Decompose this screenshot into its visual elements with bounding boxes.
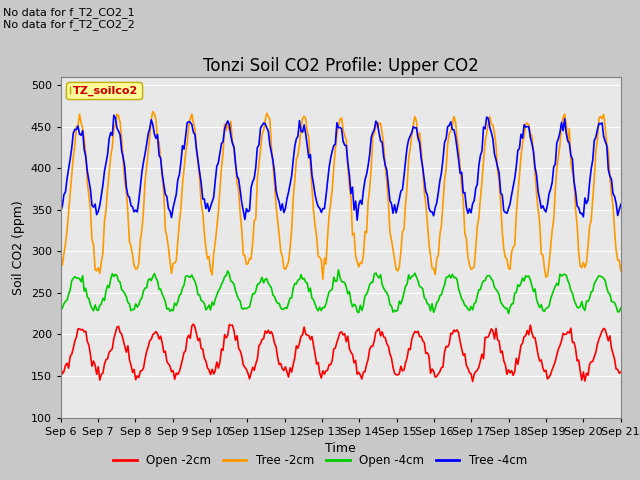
Tree -2cm bbox=[125, 239, 133, 244]
Open -4cm bbox=[57, 307, 65, 312]
Open -2cm bbox=[589, 359, 596, 364]
Open -4cm bbox=[617, 305, 625, 311]
Line: Open -4cm: Open -4cm bbox=[61, 270, 621, 313]
Tree -4cm bbox=[303, 143, 311, 148]
Open -2cm bbox=[189, 321, 197, 327]
Tree -4cm bbox=[127, 203, 135, 208]
Line: Tree -2cm: Tree -2cm bbox=[61, 111, 621, 279]
Open -4cm bbox=[252, 288, 260, 294]
Line: Open -2cm: Open -2cm bbox=[61, 324, 621, 382]
Title: Tonzi Soil CO2 Profile: Upper CO2: Tonzi Soil CO2 Profile: Upper CO2 bbox=[203, 57, 479, 75]
Tree -2cm bbox=[589, 197, 596, 203]
Open -2cm bbox=[253, 356, 261, 362]
Tree -2cm bbox=[253, 176, 261, 181]
Tree -4cm bbox=[589, 157, 596, 163]
Open -2cm bbox=[244, 371, 252, 376]
Line: Tree -4cm: Tree -4cm bbox=[61, 115, 621, 220]
Tree -4cm bbox=[253, 144, 261, 150]
Tree -2cm bbox=[319, 276, 326, 282]
Legend: Open -2cm, Tree -2cm, Open -4cm, Tree -4cm: Open -2cm, Tree -2cm, Open -4cm, Tree -4… bbox=[108, 449, 532, 472]
X-axis label: Time: Time bbox=[325, 442, 356, 455]
Tree -4cm bbox=[244, 209, 252, 215]
Tree -2cm bbox=[617, 268, 625, 274]
Tree -4cm bbox=[57, 208, 65, 214]
Y-axis label: Soil CO2 (ppm): Soil CO2 (ppm) bbox=[12, 200, 25, 295]
Tree -2cm bbox=[303, 129, 311, 134]
Open -4cm bbox=[589, 288, 596, 294]
Open -2cm bbox=[468, 379, 476, 384]
Open -2cm bbox=[57, 365, 65, 371]
Open -2cm bbox=[225, 322, 233, 327]
Open -2cm bbox=[303, 333, 311, 338]
Tree -4cm bbox=[353, 217, 361, 223]
Open -4cm bbox=[224, 268, 232, 274]
Legend: TZ_soilco2: TZ_soilco2 bbox=[67, 83, 141, 99]
Open -4cm bbox=[243, 306, 250, 312]
Tree -2cm bbox=[57, 262, 65, 267]
Tree -2cm bbox=[225, 127, 233, 133]
Text: No data for f_T2_CO2_2: No data for f_T2_CO2_2 bbox=[3, 19, 135, 30]
Open -4cm bbox=[335, 267, 342, 273]
Open -2cm bbox=[125, 357, 133, 363]
Open -4cm bbox=[125, 301, 133, 307]
Tree -2cm bbox=[149, 108, 157, 114]
Tree -2cm bbox=[244, 261, 252, 267]
Open -2cm bbox=[617, 369, 625, 375]
Tree -4cm bbox=[110, 112, 118, 118]
Text: No data for f_T2_CO2_1: No data for f_T2_CO2_1 bbox=[3, 7, 135, 18]
Tree -4cm bbox=[617, 202, 625, 207]
Open -4cm bbox=[302, 279, 310, 285]
Open -4cm bbox=[505, 311, 513, 316]
Tree -4cm bbox=[225, 121, 233, 127]
